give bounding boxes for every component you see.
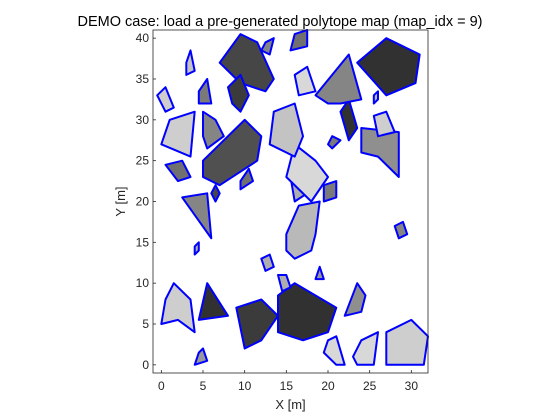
polytope-34 [197, 78, 213, 105]
polytope-12 [285, 200, 321, 260]
polytope-37 [289, 29, 309, 52]
x-tick-label: 5 [200, 379, 207, 393]
y-axis-label: Y [m] [113, 186, 128, 216]
y-axis: 0 5 10 15 20 25 30 35 40 [136, 31, 156, 372]
polytope-18 [239, 167, 254, 191]
x-tick-label: 20 [321, 379, 335, 393]
polytope-36 [156, 86, 175, 113]
polytope-27 [339, 98, 359, 142]
polytope-14 [322, 180, 338, 203]
polytope-17 [210, 184, 221, 203]
polytope-3 [193, 347, 209, 366]
polytope-2 [197, 282, 229, 321]
polytope-9 [343, 282, 367, 317]
y-tick-label: 40 [136, 31, 150, 45]
y-tick-label: 20 [136, 195, 150, 209]
chart-title: DEMO case: load a pre-generated polytope… [77, 14, 482, 30]
x-axis-label: X [m] [275, 397, 305, 412]
y-tick-label: 5 [142, 317, 149, 331]
y-tick-label: 15 [136, 235, 150, 249]
polytope-16 [164, 159, 192, 183]
polytope-7 [352, 331, 379, 366]
polytope-11 [314, 265, 325, 281]
polytope-24 [202, 110, 225, 150]
polytope-15 [181, 192, 213, 240]
polytope-25 [372, 110, 396, 138]
polytope-20 [285, 143, 329, 203]
polytope-23 [160, 110, 196, 158]
polytope-6 [322, 335, 346, 366]
polytope-19 [202, 118, 263, 187]
polytope-layer [156, 29, 429, 366]
y-tick-label: 30 [136, 113, 150, 127]
polytope-4 [235, 298, 279, 350]
polytope-22 [268, 102, 304, 158]
y-tick-label: 10 [136, 276, 150, 290]
polytope-30 [356, 37, 421, 97]
polytope-38 [372, 90, 379, 105]
polytope-39 [393, 220, 409, 240]
polytope-1 [160, 282, 196, 334]
polytope-41 [193, 241, 200, 256]
polytope-32 [227, 73, 250, 113]
x-tick-label: 10 [238, 379, 252, 393]
y-tick-label: 25 [136, 154, 150, 168]
polytope-8 [385, 318, 429, 366]
polytope-5 [277, 282, 338, 342]
polytope-40 [260, 253, 275, 272]
polytope-35 [185, 49, 196, 76]
y-tick-label: 0 [142, 358, 149, 372]
x-tick-label: 15 [280, 379, 294, 393]
x-tick-label: 0 [158, 379, 165, 393]
polytope-33 [260, 37, 275, 56]
y-tick-label: 35 [136, 72, 150, 86]
polytope-28 [314, 53, 363, 105]
polytope-10 [277, 274, 292, 293]
polytope-29 [293, 65, 317, 97]
polytope-26 [327, 135, 342, 150]
x-tick-label: 30 [405, 379, 419, 393]
x-tick-label: 25 [363, 379, 377, 393]
x-axis: 0 5 10 15 20 25 30 [158, 370, 418, 393]
